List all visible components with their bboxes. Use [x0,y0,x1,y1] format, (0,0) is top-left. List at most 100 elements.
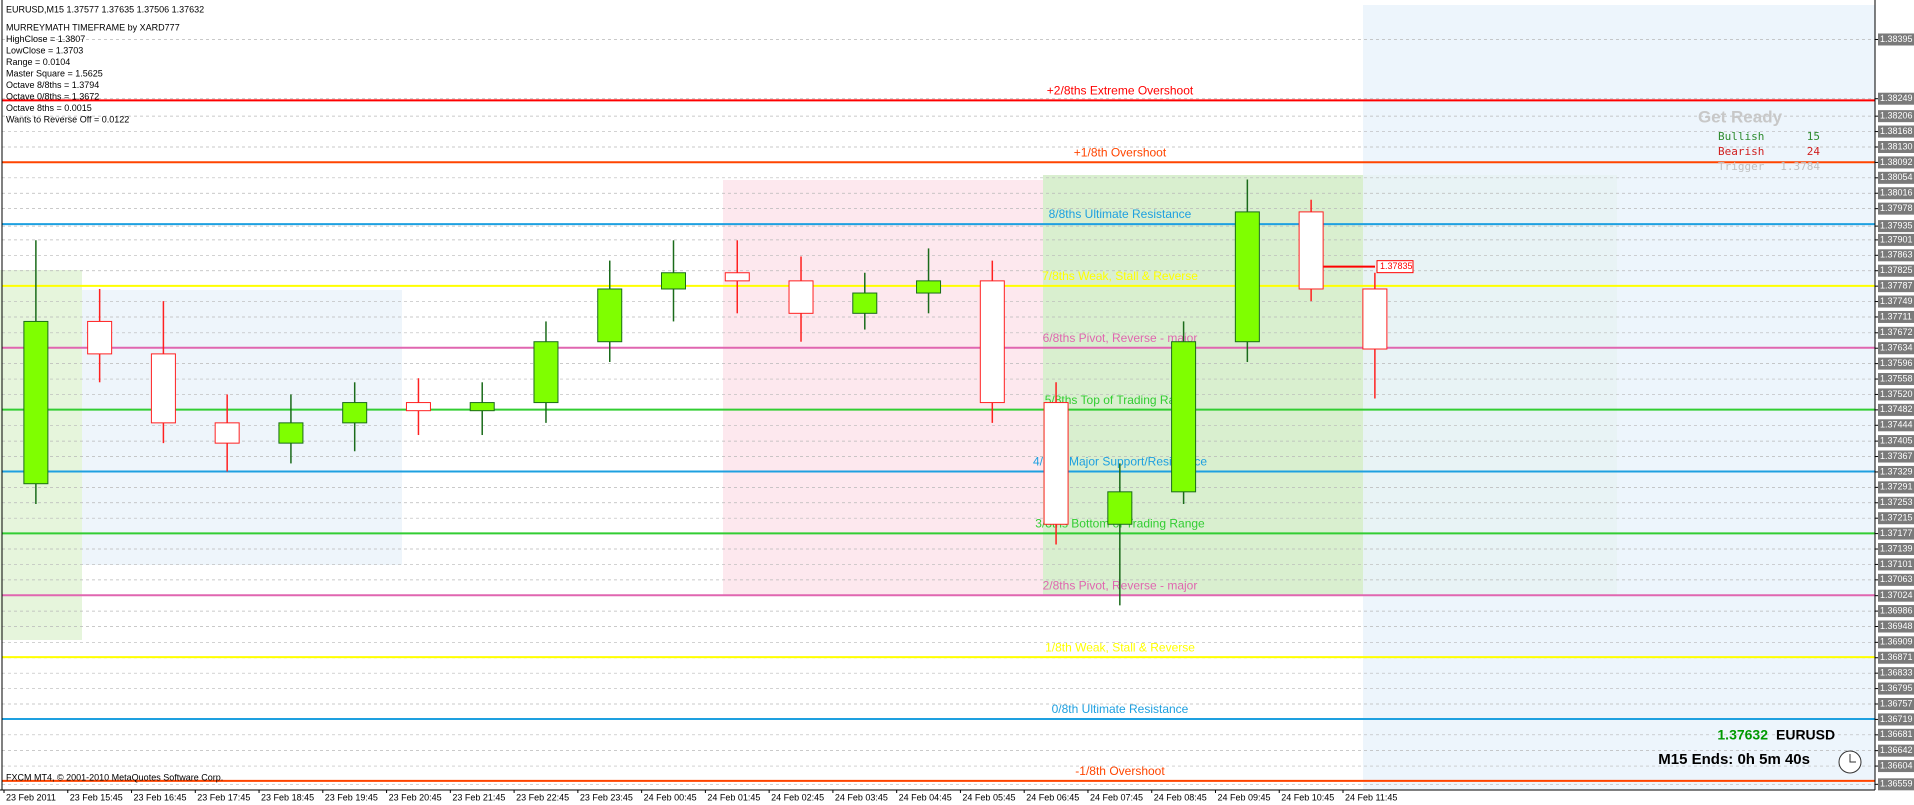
tick-box [1878,419,1914,432]
x-tick-label: 24 Feb 06:45 [1026,792,1079,802]
level-label: +1/8th Overshoot [1074,145,1167,159]
tick-box [1878,713,1914,726]
info-line: Octave 0/8ths = 1.3672 [6,91,99,101]
y-tick-label: 1.37482 [1880,404,1913,414]
bullish-value: 15 [1807,130,1820,143]
y-tick-label: 1.37101 [1880,559,1913,569]
candle-body [788,280,814,314]
candle-body [916,280,942,294]
y-tick-label: 1.36757 [1880,698,1913,708]
y-tick-label: 1.37139 [1880,543,1913,553]
tick-box [1878,744,1914,757]
x-tick-label: 23 Feb 15:45 [70,792,123,802]
candle-body [405,402,431,412]
clock-hands [1849,754,1856,763]
x-tick-label: 24 Feb 09:45 [1217,792,1270,802]
y-tick-label: 1.37329 [1880,466,1913,476]
tick-box [1878,589,1914,602]
y-tick-label: 1.37444 [1880,420,1913,430]
tick-box [1878,110,1914,123]
y-tick-label: 1.36559 [1880,779,1913,789]
x-tick-label: 24 Feb 00:45 [644,792,697,802]
tick-box [1878,605,1914,618]
y-tick-label: 1.37253 [1880,497,1913,507]
tick-box [1878,465,1914,478]
candle-body [342,402,368,424]
y-tick-label: 1.36795 [1880,683,1913,693]
tick-box [1878,233,1914,246]
tick-box [1878,496,1914,509]
marker-box [1376,260,1414,274]
x-tick-label: 24 Feb 04:45 [899,792,952,802]
tick-box [1878,295,1914,308]
tick-box [1878,280,1914,293]
y-tick-label: 1.36681 [1880,729,1913,739]
level-label: 1/8th Weak, Stall & Reverse [1045,640,1195,654]
x-tick-label: 23 Feb 19:45 [325,792,378,802]
bearish-value: 24 [1807,145,1821,158]
y-tick-label: 1.37596 [1880,358,1913,368]
y-tick-label: 1.37634 [1880,343,1913,353]
tick-box [1878,92,1914,105]
candle-body [852,292,878,314]
tick-box [1878,728,1914,741]
x-tick-label: 24 Feb 08:45 [1154,792,1207,802]
x-tick-label: 24 Feb 01:45 [707,792,760,802]
tick-box [1878,388,1914,401]
y-tick-label: 1.37863 [1880,250,1913,260]
y-tick-label: 1.37367 [1880,451,1913,461]
info-line: Wants to Reverse Off = 0.0122 [6,114,129,124]
candle-body [150,353,176,424]
tick-box [1878,527,1914,540]
y-tick-label: 1.37935 [1880,220,1913,230]
bearish-label: Bearish [1718,145,1764,158]
tick-box [1878,249,1914,262]
y-tick-label: 1.36909 [1880,637,1913,647]
y-tick-label: 1.37825 [1880,265,1913,275]
y-tick-label: 1.36604 [1880,760,1913,770]
y-tick-label: 1.36833 [1880,668,1913,678]
current-price: 1.37632 [1717,727,1768,743]
y-tick-label: 1.37787 [1880,281,1913,291]
level-label: 8/8ths Ultimate Resistance [1049,207,1192,221]
x-tick-label: 24 Feb 03:45 [835,792,888,802]
tick-box [1878,140,1914,153]
tick-box [1878,373,1914,386]
candle-body [533,341,559,404]
x-tick-label: 23 Feb 2011 [6,792,56,802]
y-tick-label: 1.37672 [1880,327,1913,337]
y-tick-label: 1.36986 [1880,605,1913,615]
zone [82,290,402,565]
level-label: +2/8ths Extreme Overshoot [1047,84,1194,98]
y-tick-label: 1.36948 [1880,621,1913,631]
candle-body [23,320,49,485]
tick-box [1878,760,1914,773]
x-tick-label: 24 Feb 11:45 [1345,792,1397,802]
tick-box [1878,481,1914,494]
tick-box [1878,558,1914,571]
y-tick-label: 1.37901 [1880,234,1913,244]
y-tick-label: 1.38092 [1880,157,1913,167]
panel-title: Get Ready [1698,107,1783,126]
x-tick-label: 23 Feb 16:45 [134,792,187,802]
tick-box [1878,326,1914,339]
y-tick-label: 1.37711 [1880,311,1912,321]
y-tick-label: 1.37405 [1880,435,1913,445]
y-tick-label: 1.37177 [1880,528,1913,538]
candle-body [469,402,495,412]
y-tick-label: 1.37749 [1880,296,1913,306]
marker-label: 1.37835 [1380,261,1413,271]
tick-box [1878,264,1914,277]
y-tick-label: 1.36719 [1880,714,1913,724]
y-tick-label: 1.36871 [1880,652,1913,662]
tick-box [1878,682,1914,695]
y-tick-label: 1.37978 [1880,203,1913,213]
candle-body [1171,341,1197,493]
tick-box [1878,220,1914,233]
info-line: LowClose = 1.3703 [6,45,83,55]
x-tick-label: 23 Feb 23:45 [580,792,633,802]
bar-timer: M15 Ends: 0h 5m 40s [1658,751,1810,768]
candle-body [1107,491,1133,525]
y-tick-label: 1.37024 [1880,590,1913,600]
